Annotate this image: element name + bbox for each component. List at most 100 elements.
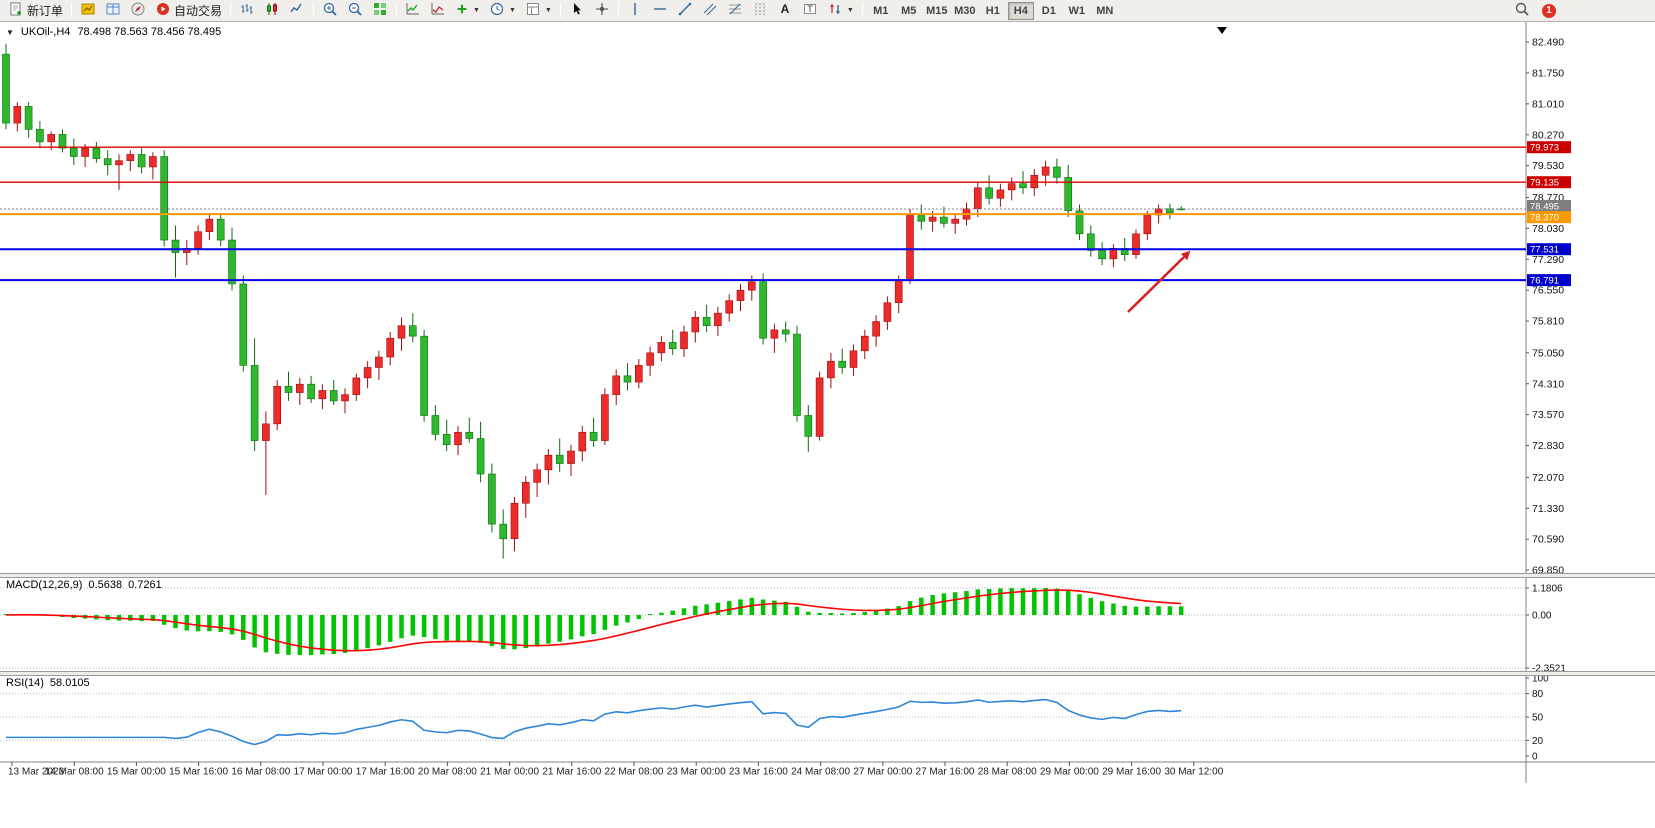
candle-bull bbox=[510, 502, 519, 540]
search-button[interactable] bbox=[1510, 1, 1534, 21]
candle-bear bbox=[58, 134, 67, 149]
cycle-lines-icon bbox=[752, 1, 768, 20]
timeframe-button-h1[interactable]: H1 bbox=[985, 4, 1000, 17]
timeframe-button-d1[interactable]: D1 bbox=[1041, 4, 1056, 17]
horizontal-line-icon bbox=[652, 1, 668, 20]
price-axis-label: 74.310 bbox=[1532, 378, 1564, 390]
toolbar-separator bbox=[559, 3, 561, 18]
pane-divider[interactable] bbox=[0, 671, 1655, 676]
time-axis-label: 20 Mar 08:00 bbox=[418, 767, 477, 778]
new-order-button[interactable]: 新订单 bbox=[4, 1, 67, 21]
timeframe-button-h4[interactable]: H4 bbox=[1007, 1, 1034, 20]
arrows-icon bbox=[827, 1, 843, 20]
ohlc-values: 78.498 78.563 78.456 78.495 bbox=[77, 26, 222, 38]
timeframe-button-mn[interactable]: MN bbox=[1096, 4, 1114, 17]
pane-divider[interactable] bbox=[0, 573, 1655, 578]
toolbar-separator bbox=[71, 3, 73, 18]
symbol-dropdown-icon[interactable]: ▼ bbox=[6, 27, 14, 37]
time-axis-label: 29 Mar 00:00 bbox=[1040, 767, 1099, 778]
timeframe-button-m15[interactable]: M15 bbox=[926, 4, 948, 17]
price-axis-label: 72.070 bbox=[1532, 472, 1564, 484]
add-indicator-button[interactable]: ▼ bbox=[451, 1, 484, 21]
indicators-button[interactable] bbox=[401, 1, 425, 21]
fibonacci-button[interactable] bbox=[723, 1, 747, 21]
rsi-value: 58.0105 bbox=[49, 677, 90, 689]
horizontal-line-button[interactable] bbox=[648, 1, 672, 21]
navigator-button[interactable] bbox=[126, 1, 150, 21]
timeframe-button-m5[interactable]: M5 bbox=[901, 4, 917, 17]
time-axis-label: 15 Mar 00:00 bbox=[107, 767, 166, 778]
candle-bull bbox=[47, 134, 56, 143]
vertical-line-button[interactable] bbox=[623, 1, 647, 21]
text-label-button[interactable]: T bbox=[798, 1, 822, 21]
price-axis-label: 81.010 bbox=[1532, 98, 1564, 110]
trend-arrow-head[interactable] bbox=[1180, 250, 1191, 261]
new-order-icon bbox=[8, 1, 24, 20]
price-tag-label: 79.135 bbox=[1530, 178, 1559, 189]
candlestick-chart-button[interactable] bbox=[260, 1, 284, 21]
navigator-icon bbox=[130, 1, 146, 20]
price-tag-label: 76.791 bbox=[1530, 276, 1559, 287]
candle-bull bbox=[1007, 183, 1016, 191]
bar-chart-button[interactable] bbox=[235, 1, 259, 21]
cursor-button[interactable] bbox=[565, 1, 589, 21]
candle-bull bbox=[454, 431, 462, 446]
candle-bear bbox=[420, 335, 428, 416]
autotrade-button[interactable]: 自动交易 bbox=[151, 1, 226, 21]
price-tag-label: 78.495 bbox=[1530, 201, 1559, 212]
macd-signal-value: 0.7261 bbox=[128, 579, 162, 591]
macd-axis-label: -2.3521 bbox=[1532, 664, 1566, 675]
line-chart-button[interactable] bbox=[285, 1, 309, 21]
price-tag-label: 79.973 bbox=[1530, 143, 1559, 154]
bar-chart-icon bbox=[239, 1, 255, 20]
candle-bull bbox=[996, 189, 1005, 199]
timeframe-button-w1[interactable]: W1 bbox=[1068, 4, 1086, 17]
candle-bear bbox=[284, 385, 293, 393]
candle-bear bbox=[589, 431, 598, 441]
trend-arrow[interactable] bbox=[1127, 256, 1185, 313]
timeframe-button-m1[interactable]: M1 bbox=[873, 4, 889, 17]
zoom-out-button[interactable] bbox=[343, 1, 367, 21]
candle-bull bbox=[318, 390, 327, 400]
channel-icon bbox=[702, 1, 718, 20]
crosshair-button[interactable] bbox=[590, 1, 614, 21]
candle-bull bbox=[567, 450, 575, 464]
zoom-in-button[interactable] bbox=[318, 1, 342, 21]
timeframe-button-m30[interactable]: M30 bbox=[954, 4, 976, 17]
chevron-down-icon: ▼ bbox=[508, 7, 516, 14]
trendline-button[interactable] bbox=[673, 1, 697, 21]
data-window-button[interactable] bbox=[101, 1, 125, 21]
channel-button[interactable] bbox=[698, 1, 722, 21]
price-tag bbox=[1527, 211, 1571, 224]
chart-shift-marker[interactable] bbox=[1217, 27, 1227, 34]
tile-windows-button[interactable] bbox=[368, 1, 392, 21]
notification-badge[interactable]: 1 bbox=[1542, 3, 1556, 18]
toolbar-separator bbox=[313, 3, 315, 18]
candle-bull bbox=[375, 356, 383, 368]
text-button[interactable]: A bbox=[773, 1, 797, 21]
arrows-button[interactable]: ▼ bbox=[823, 1, 858, 21]
candle-bull bbox=[906, 214, 914, 281]
cycle-lines-button[interactable] bbox=[748, 1, 772, 21]
candle-bear bbox=[442, 434, 451, 446]
candle-bull bbox=[691, 317, 700, 333]
candle-bear bbox=[250, 365, 259, 441]
candle-bull bbox=[352, 377, 361, 395]
candle-bear bbox=[1064, 177, 1072, 212]
search-icon bbox=[1514, 1, 1530, 20]
indicator-list-button[interactable] bbox=[426, 1, 450, 21]
templates-button[interactable]: ▼ bbox=[521, 1, 556, 21]
rsi-axis-label: 100 bbox=[1532, 674, 1549, 685]
candle-bear bbox=[793, 333, 801, 416]
candle-bear bbox=[804, 415, 813, 437]
market-watch-button[interactable] bbox=[76, 1, 100, 21]
candle-bear bbox=[307, 383, 315, 400]
candle-bear bbox=[103, 158, 112, 166]
candle-bull bbox=[13, 106, 22, 124]
periods-button[interactable]: ▼ bbox=[485, 1, 520, 21]
market-watch-icon bbox=[80, 1, 96, 20]
time-axis-label: 23 Mar 16:00 bbox=[729, 767, 788, 778]
candle-bear bbox=[1053, 166, 1061, 178]
price-tag bbox=[1527, 141, 1571, 154]
